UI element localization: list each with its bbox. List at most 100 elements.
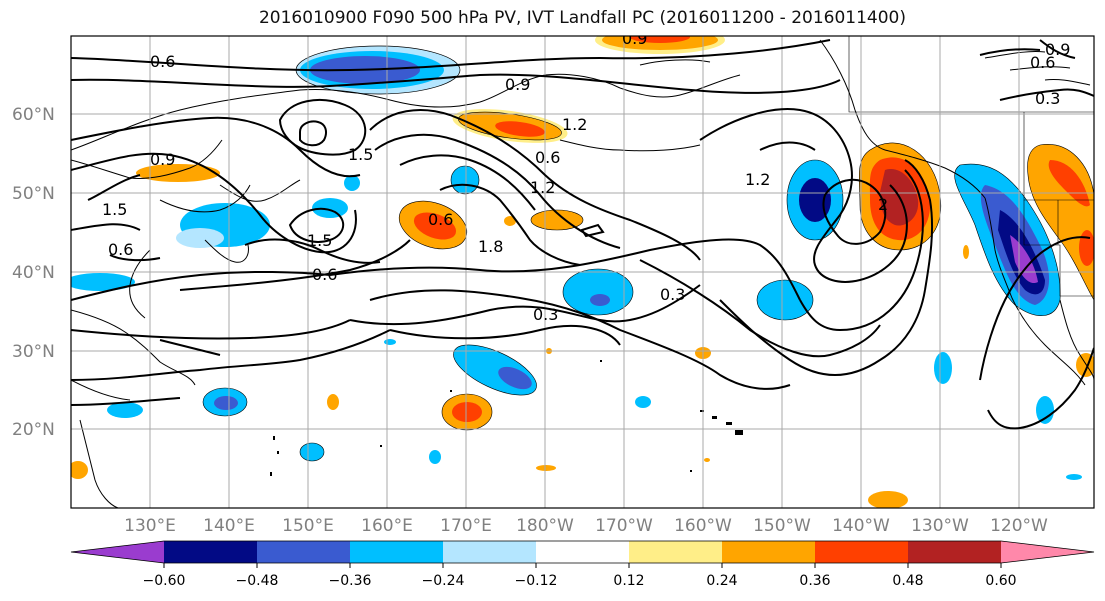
colorbar-cell (71, 541, 164, 563)
contour-label: 1.5 (102, 200, 127, 219)
positive-anomaly-2 (452, 109, 568, 143)
contour-label: 0.9 (150, 150, 175, 169)
colorbar-cell (908, 541, 1002, 563)
negative-anomaly-8 (756, 279, 814, 321)
contour-label: 0.3 (533, 305, 558, 324)
latitude-labels: 60°N 50°N 40°N 30°N 20°N (12, 105, 55, 440)
negative-anomaly-4 (450, 165, 480, 195)
colorbar: −0.60 −0.48 −0.36 −0.24 −0.12 0.12 0.24 0.36 0.4… (70, 540, 1095, 589)
political-boundaries (848, 36, 1094, 297)
lon-label: 170°E (440, 516, 492, 536)
colorbar-cell (164, 541, 258, 563)
negative-anomaly-17 (934, 352, 952, 384)
colorbar-tick-label: −0.24 (422, 573, 465, 589)
lon-label: 130°W (911, 516, 969, 536)
negative-anomaly-3 (312, 198, 348, 218)
lon-label: 150°W (753, 516, 811, 536)
positive-anomaly-10 (327, 394, 339, 410)
plot-frame (70, 35, 1095, 509)
gridlines (71, 36, 1094, 508)
colorbar-tick-label: 0.36 (799, 573, 830, 589)
contour-label: 1.2 (530, 178, 555, 197)
lat-label: 20°N (12, 420, 55, 440)
colorbar-cell (536, 541, 630, 563)
positive-anomaly-8 (1027, 144, 1094, 301)
positive-anomaly-6 (504, 216, 516, 226)
contour-label: 0.3 (660, 285, 685, 304)
negative-anomaly-19 (384, 339, 396, 345)
lat-label: 30°N (12, 342, 55, 362)
contour-label: 0.6 (535, 148, 560, 167)
colorbar-tick-label: 0.60 (985, 573, 1016, 589)
colorbar-cell (1001, 541, 1094, 563)
positive-anomaly-19 (704, 458, 710, 462)
colorbar-cell (629, 541, 723, 563)
contour-label: 0.9 (622, 29, 647, 48)
contour-labels: 0.6 0.9 1.2 1.5 0.6 1.2 1.5 1.8 0.6 0.3 … (102, 29, 1070, 324)
positive-anomaly-1 (595, 36, 725, 54)
lon-label: 150°E (282, 516, 334, 536)
colorbar-cell (815, 541, 909, 563)
positive-anomaly-13 (868, 491, 908, 508)
positive-anomaly-9 (441, 393, 493, 431)
colorbar-tick-label: −0.48 (236, 573, 279, 589)
colorbar-cell (350, 541, 444, 563)
contour-label: 0.9 (1045, 40, 1070, 59)
contour-label: 0.6 (108, 240, 133, 259)
positive-anomaly-14 (71, 461, 88, 479)
lat-label: 40°N (12, 263, 55, 283)
lon-label: 120°W (990, 516, 1048, 536)
negative-anomaly-5 (176, 203, 270, 248)
negative-anomaly-15 (429, 450, 441, 464)
contour-label: 1.2 (562, 115, 587, 134)
negative-anomaly-14 (299, 442, 325, 462)
negative-anomaly-9 (786, 159, 844, 241)
positive-anomaly-4 (398, 200, 468, 250)
pv-contours (71, 39, 1094, 430)
positive-anomaly-3 (136, 164, 220, 182)
negative-anomaly-20 (1066, 474, 1082, 480)
colorbar-tick-label: 0.48 (892, 573, 923, 589)
negative-anomaly-16 (635, 396, 651, 408)
negative-anomaly-7 (562, 268, 634, 316)
lon-label: 130°E (124, 516, 176, 536)
lon-label: 180°W (516, 516, 574, 536)
colorbar-tick-label: −0.60 (143, 573, 186, 589)
lat-label: 50°N (12, 184, 55, 204)
negative-anomaly-1 (295, 45, 461, 95)
lon-label: 160°W (674, 516, 732, 536)
colorbar-cell (257, 541, 351, 563)
contour-label: 2 (878, 195, 888, 214)
colorbar-tick-label: −0.36 (329, 573, 372, 589)
colorbar-tick-label: 0.24 (706, 573, 737, 589)
lon-label: 140°W (832, 516, 890, 536)
negative-anomaly-18 (1036, 396, 1054, 424)
negative-anomaly-12 (202, 387, 248, 417)
map-title: 2016010900 F090 500 hPa PV, IVT Landfall… (258, 8, 906, 28)
shading-layer (71, 36, 1094, 508)
negative-anomaly-6 (71, 273, 135, 291)
positive-anomaly-16 (1079, 230, 1094, 266)
island-markers (270, 360, 743, 476)
lon-label: 170°W (595, 516, 653, 536)
contour-label: 1.8 (478, 237, 503, 256)
negative-anomaly-13 (107, 402, 143, 418)
colorbar-tick-label: 0.12 (613, 573, 644, 589)
colorbar-cell (722, 541, 816, 563)
contour-label: 1.2 (745, 170, 770, 189)
positive-anomaly-5 (530, 209, 584, 231)
negative-anomaly-2 (344, 175, 360, 191)
positive-anomaly-12 (536, 465, 556, 471)
contour-label: 1.5 (307, 231, 332, 250)
lon-label: 140°E (203, 516, 255, 536)
colorbar-cell (443, 541, 537, 563)
contour-label: 0.6 (312, 265, 337, 284)
lon-label: 160°E (361, 516, 413, 536)
contour-label: 0.6 (428, 210, 453, 229)
contour-label: 0.6 (1030, 53, 1055, 72)
contour-label: 0.9 (505, 75, 530, 94)
contour-label: 0.3 (1035, 89, 1060, 108)
positive-anomaly-17 (963, 245, 969, 259)
colorbar-tick-label: −0.12 (515, 573, 558, 589)
